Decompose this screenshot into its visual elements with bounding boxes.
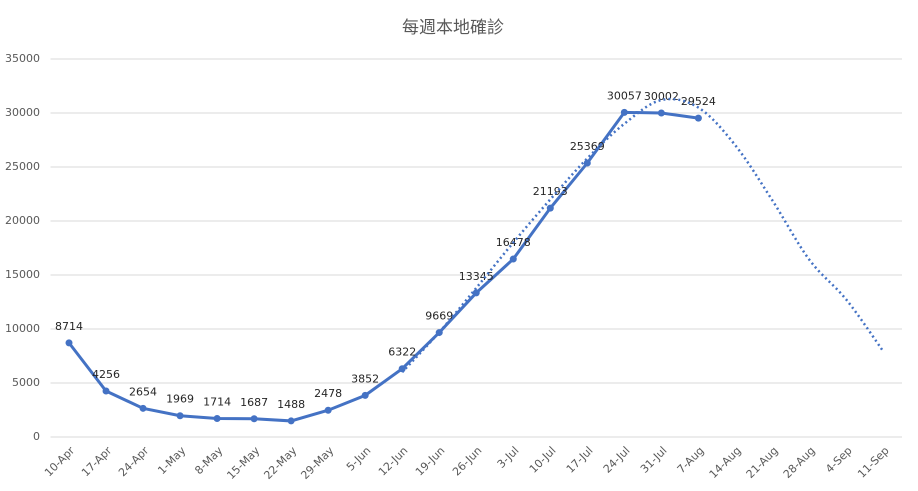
point: [213, 414, 221, 422]
point: [250, 415, 258, 423]
x-tick-label: 29-May: [298, 444, 336, 482]
data-label: 1714: [203, 395, 231, 408]
point: [361, 391, 369, 399]
y-tick-label: 10000: [5, 322, 40, 335]
x-tick-label: 17-Jul: [564, 444, 596, 476]
trend-line: [401, 97, 885, 374]
data-label: 30002: [644, 90, 679, 103]
x-tick-label: 4-Sep: [823, 444, 855, 476]
x-tick-label: 5-Jun: [344, 444, 374, 474]
x-tick-label: 17-Apr: [79, 444, 115, 480]
data-label: 9669: [425, 310, 453, 323]
point: [583, 159, 591, 167]
data-label: 2654: [129, 385, 157, 398]
data-label: 8714: [55, 320, 83, 333]
x-tick-label: 1-May: [155, 444, 188, 477]
data-label: 29524: [681, 95, 716, 108]
point: [509, 255, 517, 263]
x-tick-label: 11-Sep: [855, 444, 892, 481]
data-label: 2478: [314, 387, 342, 400]
y-tick-label: 35000: [5, 52, 40, 65]
point: [102, 387, 110, 395]
point: [694, 114, 702, 122]
y-tick-label: 0: [33, 430, 40, 443]
series-line: [67, 110, 699, 423]
point: [546, 204, 554, 212]
data-label: 4256: [92, 368, 120, 381]
point: [139, 404, 147, 412]
data-label: 1969: [166, 393, 194, 406]
point: [324, 406, 332, 414]
data-label: 1488: [277, 398, 305, 411]
x-tick-label: 14-Aug: [707, 444, 744, 481]
x-tick-label: 8-May: [192, 444, 225, 477]
y-tick-label: 25000: [5, 160, 40, 173]
y-tick-label: 30000: [5, 106, 40, 119]
x-tick-label: 24-Apr: [116, 444, 152, 480]
x-tick-label: 3-Jul: [495, 444, 522, 471]
x-tick-label: 10-Jul: [527, 444, 559, 476]
point: [176, 412, 184, 420]
x-tick-label: 21-Aug: [744, 444, 781, 481]
data-label: 6322: [388, 346, 416, 359]
x-tick-label: 31-Jul: [638, 444, 670, 476]
data-label: 30057: [607, 89, 642, 102]
point: [472, 289, 480, 297]
x-tick-label: 19-Jun: [413, 444, 448, 479]
x-tick-label: 15-May: [224, 444, 262, 482]
x-tick-label: 22-May: [261, 444, 299, 482]
x-tick-label: 26-Jun: [450, 444, 485, 479]
data-label: 25369: [570, 140, 605, 153]
x-tick-label: 7-Aug: [675, 444, 707, 476]
y-tick-label: 5000: [12, 376, 40, 389]
data-label: 13345: [459, 270, 494, 283]
data-label: 21193: [533, 185, 568, 198]
data-label: 3852: [351, 372, 379, 385]
chart-title: 每週本地確診: [402, 18, 504, 38]
data-label: 1687: [240, 396, 268, 409]
x-tick-label: 24-Jul: [601, 444, 633, 476]
x-tick-label: 10-Apr: [42, 444, 78, 480]
point: [287, 417, 295, 425]
y-tick-label: 15000: [5, 268, 40, 281]
y-tick-label: 20000: [5, 214, 40, 227]
point: [398, 365, 406, 373]
point: [657, 109, 665, 117]
x-tick-label: 12-Jun: [376, 444, 411, 479]
point: [65, 339, 73, 347]
x-tick-label: 28-Aug: [781, 444, 818, 481]
point: [620, 108, 628, 116]
